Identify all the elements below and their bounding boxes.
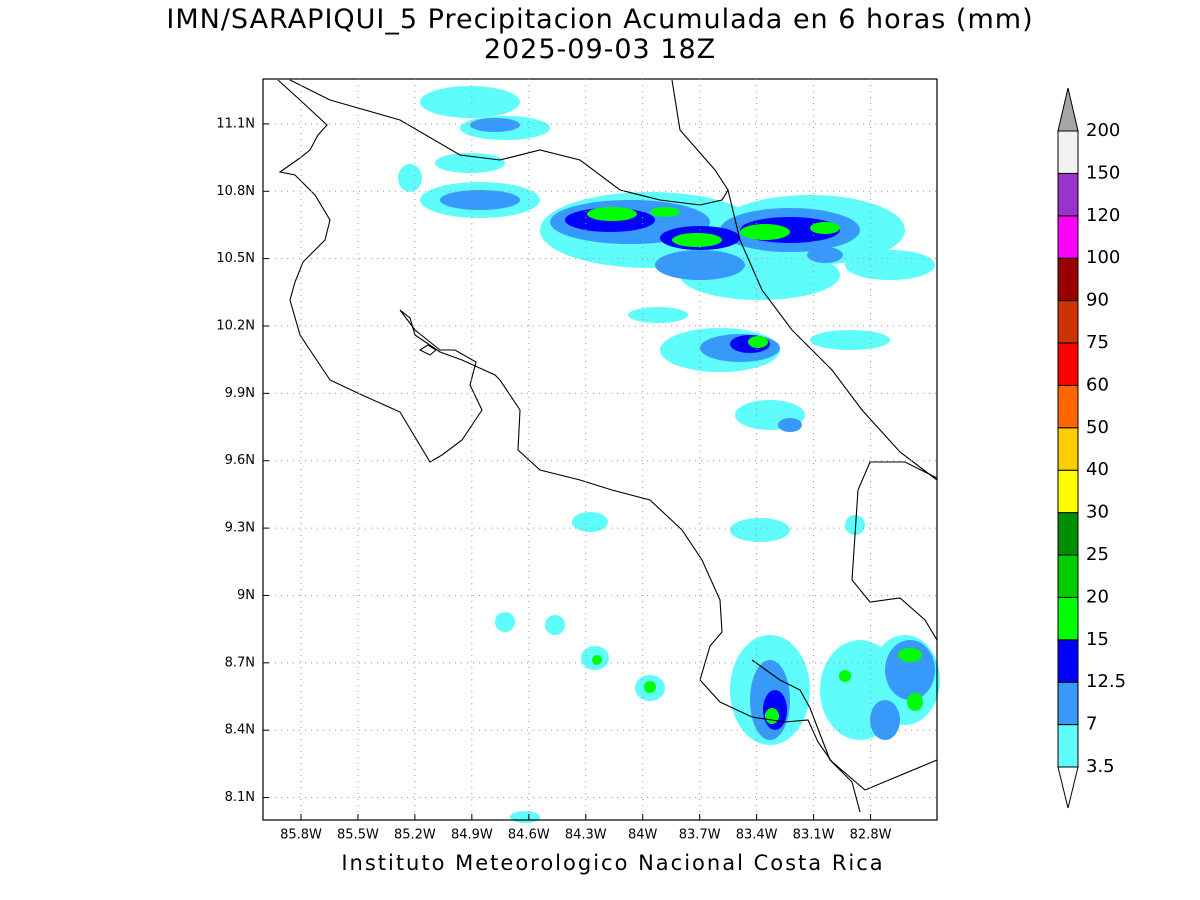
- colorbar-segment: [1057, 257, 1079, 302]
- colorbar-label: 100: [1086, 247, 1120, 268]
- y-tick-label: 10.5N: [216, 251, 255, 266]
- x-tick-label: 83.1W: [793, 828, 835, 843]
- colorbar-segment: [1057, 427, 1079, 471]
- y-tick-label: 8.1N: [225, 790, 255, 805]
- colorbar-label: 12.5: [1086, 671, 1126, 692]
- colorbar-over: [1057, 87, 1079, 132]
- x-tick-label: 83.4W: [736, 828, 778, 843]
- colorbar-label: 3.5: [1086, 756, 1115, 777]
- colorbar-label: 75: [1086, 332, 1109, 353]
- x-tick-label: 83.7W: [679, 828, 721, 843]
- y-tick-label: 11.1N: [216, 116, 255, 131]
- colorbar-segment: [1057, 300, 1079, 344]
- colorbar-segment: [1057, 172, 1079, 217]
- colorbar-label: 15: [1086, 629, 1109, 650]
- precipitation: [398, 86, 940, 823]
- y-tick-label: 9.3N: [225, 521, 255, 536]
- y-tick-label: 9.6N: [225, 453, 255, 468]
- y-tick-label: 9N: [237, 588, 255, 603]
- colorbar-segment: [1057, 215, 1079, 259]
- footer: Instituto Meteorologico Nacional Costa R…: [341, 851, 884, 875]
- colorbar-segment: [1057, 130, 1079, 174]
- colorbar-segment: [1057, 512, 1079, 556]
- y-tick-label: 9.9N: [225, 386, 255, 401]
- x-tick-label: 84.3W: [565, 828, 607, 843]
- colorbar-label: 50: [1086, 417, 1109, 438]
- colorbar-label: 60: [1086, 374, 1109, 395]
- x-tick-label: 85.5W: [337, 828, 379, 843]
- y-tick-label: 8.4N: [225, 723, 255, 738]
- x-tick-label: 82.8W: [850, 828, 892, 843]
- colorbar-label: 40: [1086, 459, 1109, 480]
- x-tick-label: 84.6W: [508, 828, 550, 843]
- y-tick-label: 10.2N: [216, 319, 255, 334]
- colorbar-segment: [1057, 342, 1079, 386]
- colorbar-label: 25: [1086, 544, 1109, 565]
- colorbar-label: 150: [1086, 162, 1120, 183]
- colorbar-segment: [1057, 681, 1079, 726]
- map-frame: [262, 78, 938, 821]
- colorbar-label: 20: [1086, 586, 1109, 607]
- colorbar-segment: [1057, 596, 1079, 641]
- colorbar-segment: [1057, 724, 1079, 768]
- colorbar-label: 120: [1086, 205, 1120, 226]
- colorbar-segment: [1057, 554, 1079, 598]
- x-tick-label: 85.8W: [280, 828, 322, 843]
- y-tick-label: 8.7N: [225, 655, 255, 670]
- colorbar-label: 30: [1086, 502, 1109, 523]
- x-tick-label: 85.2W: [394, 828, 436, 843]
- x-tick-label: 84.9W: [451, 828, 493, 843]
- title: IMN/SARAPIQUI_5 Precipitacion Acumulada …: [166, 4, 1033, 35]
- colorbar-segment: [1057, 469, 1079, 514]
- colorbar-under: [1057, 766, 1079, 809]
- colorbar-label: 200: [1086, 120, 1120, 141]
- subtitle: 2025-09-03 18Z: [484, 34, 716, 65]
- colorbar-label: 90: [1086, 290, 1109, 311]
- colorbar-segment: [1057, 384, 1079, 429]
- x-tick-label: 84W: [628, 828, 658, 843]
- colorbar-segment: [1057, 639, 1079, 683]
- colorbar-label: 7: [1086, 714, 1097, 735]
- y-tick-label: 10.8N: [216, 184, 255, 199]
